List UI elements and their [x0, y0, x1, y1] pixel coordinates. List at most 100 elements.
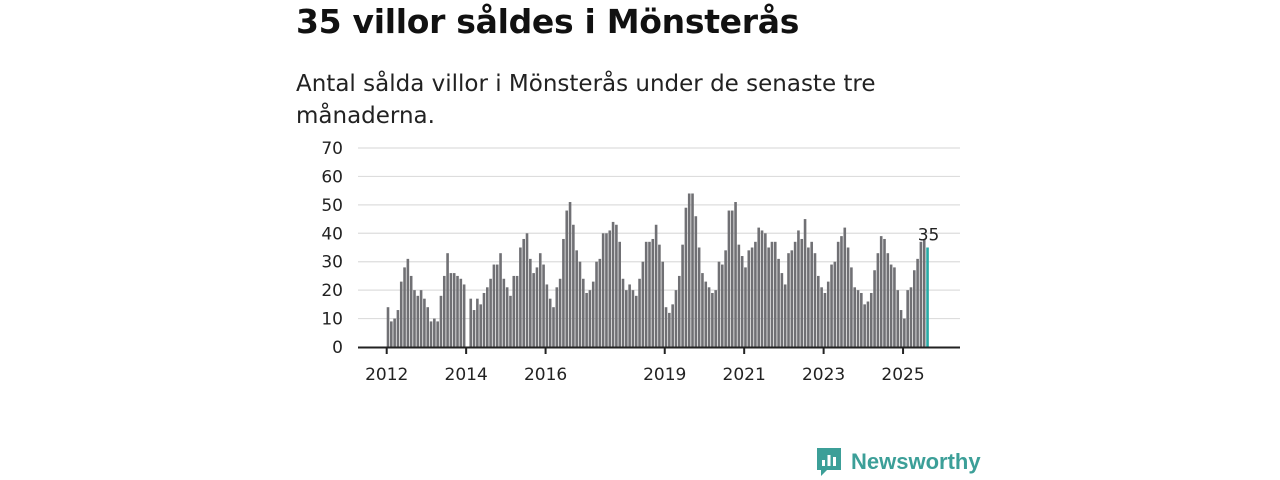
bar: [764, 233, 767, 347]
bar: [515, 275, 519, 347]
bar: [836, 241, 840, 347]
bar: [893, 267, 896, 347]
bar: [489, 278, 492, 347]
bar: [817, 275, 820, 347]
bar: [734, 202, 737, 347]
bar: [750, 247, 754, 347]
bar: [820, 287, 823, 347]
bar: [512, 275, 516, 347]
bar: [565, 210, 569, 347]
bar: [519, 247, 522, 347]
x-tick-label: 2012: [365, 365, 408, 385]
y-tick-label: 10: [321, 310, 343, 330]
bar: [727, 210, 731, 347]
bar: [830, 264, 833, 347]
bar: [876, 253, 880, 347]
bar: [919, 241, 923, 347]
bar: [396, 310, 400, 347]
x-tick-label: 2023: [802, 365, 845, 385]
bar: [390, 321, 393, 347]
bar: [747, 250, 751, 347]
bar: [658, 244, 661, 347]
bar: [711, 292, 714, 347]
bar: [757, 227, 761, 347]
bar: [601, 233, 605, 347]
highlight-bar: [926, 247, 929, 347]
bar: [912, 270, 916, 347]
bar: [843, 227, 847, 347]
bar: [509, 295, 512, 347]
bar: [866, 301, 870, 347]
bar: [770, 241, 774, 347]
x-tick-label: 2019: [643, 365, 686, 385]
bar: [744, 267, 747, 347]
bar: [704, 281, 708, 347]
bar: [760, 230, 764, 347]
x-axis: 2012 2014 2016 2019 2021 2023 2025: [358, 346, 960, 385]
bar: [797, 230, 800, 347]
bar: [681, 244, 684, 347]
bar: [740, 256, 744, 347]
bar: [495, 264, 499, 347]
x-tick-label: 2014: [445, 365, 488, 385]
y-axis-ticks: 0 10 20 30 40 50 60 70: [321, 139, 343, 358]
bar: [899, 310, 903, 347]
bar: [721, 264, 724, 347]
bar: [668, 312, 671, 347]
bar: [783, 284, 787, 347]
bar: [486, 287, 489, 347]
bar: [654, 224, 658, 347]
bar: [469, 298, 473, 347]
bar: [853, 287, 857, 347]
bar: [916, 258, 919, 347]
bar: [906, 290, 909, 347]
bar: [754, 241, 757, 347]
bar: [869, 292, 873, 347]
bar: [896, 290, 900, 347]
bar: [694, 216, 698, 347]
bar: [409, 275, 413, 347]
bar: [598, 258, 602, 347]
y-tick-label: 40: [321, 224, 343, 244]
bar: [724, 250, 727, 347]
bar: [886, 253, 890, 347]
x-tick-label: 2016: [524, 365, 567, 385]
bar: [807, 247, 810, 347]
bar: [386, 307, 390, 347]
bar: [542, 264, 545, 347]
bar: [684, 207, 688, 347]
bar: [671, 304, 674, 347]
bar: [529, 258, 532, 347]
bar: [562, 238, 565, 347]
y-tick-label: 20: [321, 281, 343, 301]
y-tick-label: 60: [321, 167, 343, 187]
bar: [476, 298, 479, 347]
bar: [800, 238, 804, 347]
bar: [850, 267, 853, 347]
bar: [446, 253, 449, 347]
bar: [449, 273, 453, 347]
y-tick-label: 30: [321, 253, 343, 273]
bar: [691, 193, 694, 347]
bar: [575, 250, 578, 347]
bar: [773, 241, 777, 347]
bar: [661, 261, 665, 347]
bar: [456, 275, 459, 347]
bar: [840, 236, 843, 347]
bar: [462, 284, 466, 347]
bar: [737, 244, 741, 347]
bar: [790, 250, 794, 347]
bar: [393, 318, 396, 347]
bar: [413, 290, 416, 347]
bar: [588, 290, 592, 347]
bar: [436, 321, 439, 347]
bar: [552, 307, 555, 347]
bar: [433, 318, 436, 347]
bar: [618, 241, 621, 347]
bar: [644, 241, 648, 347]
bars: [386, 193, 929, 347]
bar: [482, 292, 486, 347]
x-tick-label: 2025: [881, 365, 924, 385]
bar: [677, 275, 681, 347]
